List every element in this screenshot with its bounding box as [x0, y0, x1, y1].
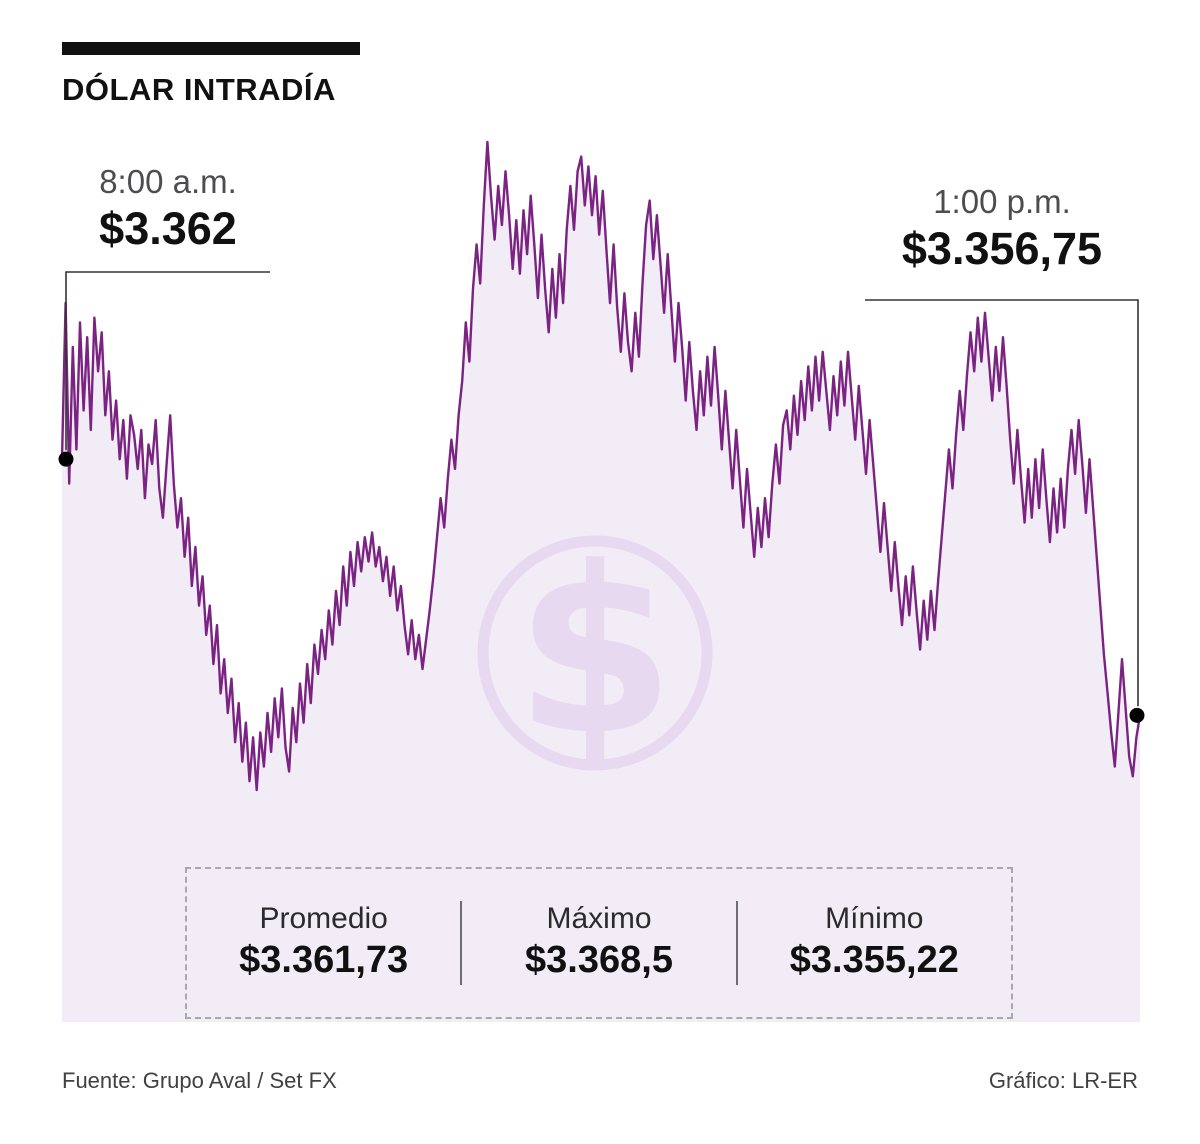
stat-divider: [735, 901, 738, 985]
graphic-credit: Gráfico: LR-ER: [988, 1068, 1138, 1093]
summary-stats-box: Promedio $3.361,73 Máximo $3.368,5 Mínim…: [185, 867, 1013, 1019]
stat-maximo: Máximo $3.368,5: [462, 901, 735, 985]
end-annotation-connector: [865, 299, 1139, 707]
stat-minimo: Mínimo $3.355,22: [738, 901, 1011, 985]
end-point-marker: [1129, 707, 1145, 723]
stat-promedio-label: Promedio: [259, 902, 388, 936]
end-value-label: $3.356,75: [901, 222, 1103, 274]
start-annotation: 8:00 a.m. $3.362: [58, 163, 278, 255]
stat-promedio-value: $3.361,73: [239, 939, 409, 982]
source-credit: Fuente: Grupo Aval / Set FX: [62, 1068, 337, 1093]
stat-maximo-label: Máximo: [546, 902, 652, 936]
stat-minimo-value: $3.355,22: [789, 939, 959, 982]
title-accent-bar: [62, 42, 360, 55]
stat-minimo-label: Mínimo: [825, 902, 924, 936]
start-annotation-connector: [65, 271, 270, 451]
price-line: [60, 140, 1142, 792]
stat-maximo-value: $3.368,5: [525, 939, 673, 982]
page-title: DÓLAR INTRADÍA: [62, 72, 336, 107]
start-time-label: 8:00 a.m.: [99, 163, 237, 200]
end-time-label: 1:00 p.m.: [933, 183, 1071, 220]
end-annotation: 1:00 p.m. $3.356,75: [862, 183, 1142, 275]
price-area-fill: [62, 142, 1140, 1022]
stat-promedio: Promedio $3.361,73: [187, 901, 460, 985]
start-value-label: $3.362: [99, 202, 237, 254]
stat-divider: [460, 901, 463, 985]
dollar-watermark-icon: $: [477, 519, 713, 786]
start-point-marker: [58, 451, 74, 467]
svg-text:$: $: [515, 519, 675, 786]
